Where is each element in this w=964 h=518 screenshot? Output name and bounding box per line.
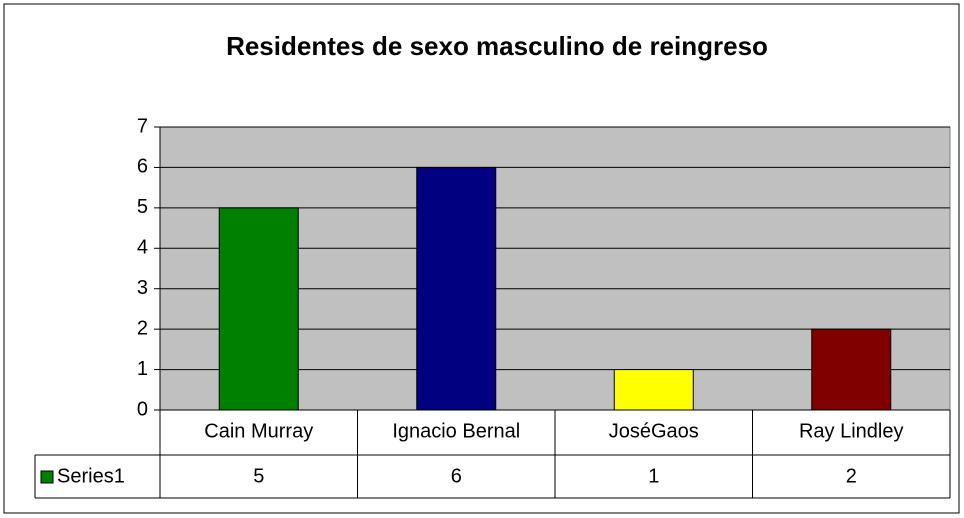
legend-swatch (40, 470, 54, 484)
bar (811, 328, 892, 411)
y-tick-label: 5 (137, 196, 148, 218)
table-value: 2 (846, 465, 857, 487)
bar (218, 207, 299, 411)
x-tick-label: Cain Murray (204, 420, 313, 442)
table-value: 6 (451, 465, 462, 487)
x-tick-label: Ignacio Bernal (392, 420, 520, 442)
y-tick-label: 4 (137, 237, 148, 259)
bar (416, 166, 497, 411)
y-tick-label: 1 (137, 358, 148, 380)
table-value: 1 (648, 465, 659, 487)
x-tick-label: Ray Lindley (799, 420, 904, 442)
y-tick-label: 2 (137, 317, 148, 339)
bar (613, 369, 694, 411)
y-tick-label: 7 (137, 115, 148, 137)
chart-title: Residentes de sexo masculino de reingres… (226, 31, 768, 61)
legend-label: Series1 (57, 465, 125, 487)
y-tick-label: 3 (137, 277, 148, 299)
x-tick-label: JoséGaos (609, 420, 699, 442)
y-tick-label: 6 (137, 156, 148, 178)
table-value: 5 (253, 465, 264, 487)
y-tick-label: 0 (137, 398, 148, 420)
